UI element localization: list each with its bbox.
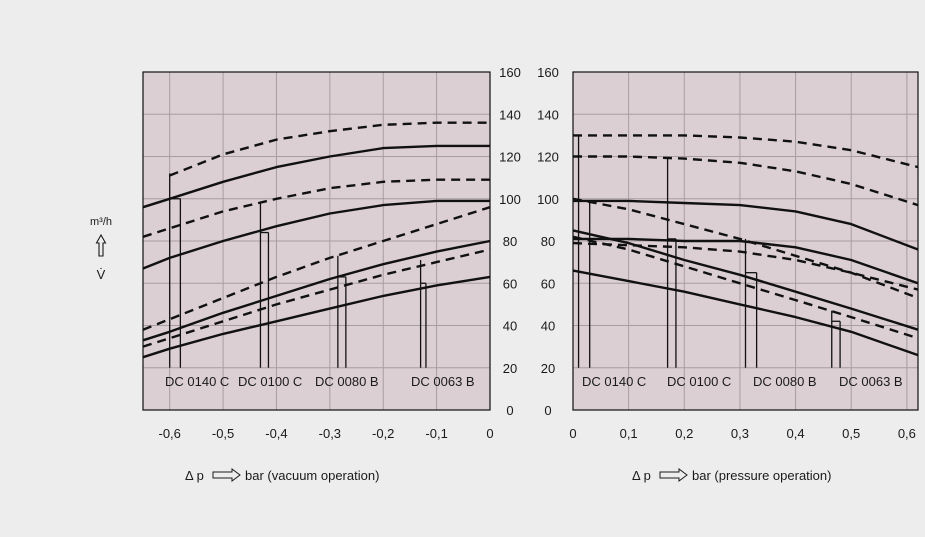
x-tick-label: -0,4 — [265, 426, 287, 441]
x-tick-label: 0,1 — [620, 426, 638, 441]
model-label-1: DC 0140 C — [165, 374, 229, 389]
x-tick-label: 0,2 — [675, 426, 693, 441]
series-line-9-solid — [572, 269, 919, 357]
pressure-delta-p-label: Δ p — [632, 468, 651, 483]
series-line-1-dashed — [573, 134, 919, 169]
plot-frame — [572, 71, 919, 411]
y-tick-label: 120 — [537, 150, 559, 165]
series-line-8-dashed — [572, 235, 919, 340]
series-line-4-solid — [142, 199, 490, 270]
series-line-5-solid — [573, 237, 919, 285]
y-tick-label: 20 — [541, 361, 555, 376]
y-tick-label: 80 — [503, 234, 517, 249]
y-unit-label: m³/h — [90, 216, 112, 228]
pressure-x-axis-caption: Δ p bar (pressure operation) — [632, 468, 831, 483]
vacuum-x-axis-label: bar (vacuum operation) — [245, 468, 379, 483]
x-tick-label: -0,3 — [319, 426, 341, 441]
series-line-2-dashed — [573, 155, 919, 207]
up-arrow-icon — [95, 233, 107, 257]
y-tick-label: 120 — [499, 150, 521, 165]
y-tick-label: 20 — [503, 361, 517, 376]
y-tick-label: 40 — [541, 319, 555, 334]
y-tick-label: 60 — [541, 276, 555, 291]
x-tick-label: 0 — [486, 426, 493, 441]
y-tick-label: 160 — [537, 65, 559, 80]
vacuum-x-axis-caption: Δ p bar (vacuum operation) — [185, 468, 379, 483]
y-tick-label: 140 — [537, 107, 559, 122]
series-line-3-dashed — [142, 178, 490, 238]
pressure-x-axis-label: bar (pressure operation) — [692, 468, 831, 483]
series-line-3-solid — [573, 199, 919, 251]
series-line-8-solid — [142, 275, 491, 359]
x-tick-label: 0,4 — [787, 426, 805, 441]
vacuum-operation-panel: DC 0140 C DC 0100 C DC 0080 B DC 0063 B -0,6… — [142, 65, 521, 441]
series-line-2-solid — [142, 144, 490, 209]
series-line-6-dashed — [572, 241, 919, 291]
model-label-4: DC 0063 B — [839, 374, 903, 389]
x-tick-label: 0,6 — [898, 426, 916, 441]
y-tick-label: 140 — [499, 107, 521, 122]
series-group — [142, 121, 491, 359]
model-label-3: DC 0080 B — [753, 374, 817, 389]
pressure-operation-panel: DC 0140 C DC 0100 C DC 0080 B DC 0063 B 0 0,1… — [537, 65, 919, 441]
x-tick-label: -0,6 — [158, 426, 180, 441]
right-arrow-icon — [659, 468, 688, 482]
plot-frame — [142, 71, 491, 411]
x-tick-label: 0,3 — [731, 426, 749, 441]
y-tick-label: 60 — [503, 276, 517, 291]
y-tick-label: 40 — [503, 319, 517, 334]
series-line-5-dashed — [142, 206, 491, 331]
right-arrow-icon — [212, 468, 241, 482]
operating-point-markers — [169, 173, 427, 368]
y-tick-label: 0 — [506, 403, 513, 418]
series-group — [572, 134, 919, 357]
y-tick-label: 160 — [499, 65, 521, 80]
model-label-2: DC 0100 C — [667, 374, 731, 389]
x-tick-label: 0,5 — [842, 426, 860, 441]
operating-point-markers — [577, 135, 841, 368]
x-tick-label: 0 — [569, 426, 576, 441]
vacuum-delta-p-label: Δ p — [185, 468, 204, 483]
series-line-7-solid — [572, 229, 919, 331]
x-tick-label: -0,2 — [372, 426, 394, 441]
y-tick-label: 80 — [541, 234, 555, 249]
y-tick-label: 0 — [544, 403, 551, 418]
x-tick-label: -0,5 — [212, 426, 234, 441]
series-line-6-solid — [142, 239, 491, 342]
x-tick-label: -0,1 — [425, 426, 447, 441]
model-label-3: DC 0080 B — [315, 374, 379, 389]
model-label-1: DC 0140 C — [582, 374, 646, 389]
series-line-4-dashed — [572, 197, 919, 300]
series-line-1-dashed — [169, 121, 490, 177]
y-unit-block: m³/h V̇ — [90, 216, 112, 282]
y-tick-label: 100 — [537, 192, 559, 207]
model-label-2: DC 0100 C — [238, 374, 302, 389]
model-label-4: DC 0063 B — [411, 374, 475, 389]
y-tick-label: 100 — [499, 192, 521, 207]
series-line-7-dashed — [142, 248, 491, 348]
y-symbol-label: V̇ — [97, 267, 106, 282]
